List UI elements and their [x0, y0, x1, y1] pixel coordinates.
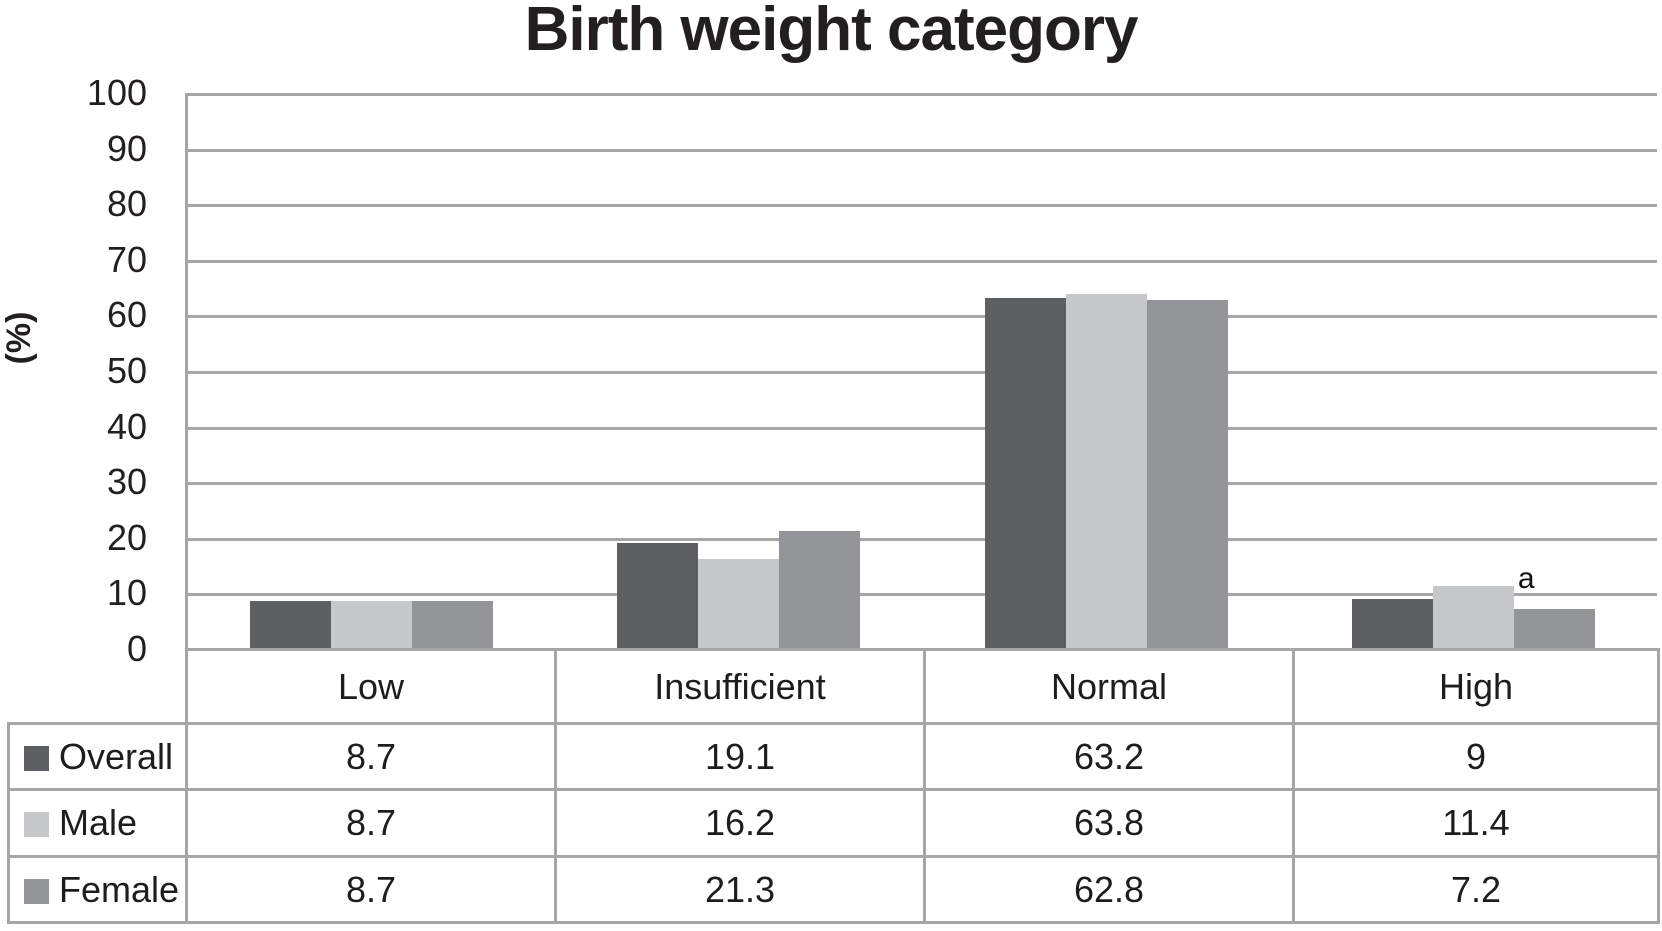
bar-overall-normal — [984, 297, 1066, 649]
y-tick-label-80: 80 — [106, 183, 147, 225]
chart-title: Birth weight category — [524, 0, 1139, 64]
gridline-20 — [188, 537, 1657, 541]
bar-female-low — [412, 600, 494, 649]
y-tick-label-40: 40 — [106, 405, 147, 447]
value-female-normal: 62.8 — [923, 855, 1295, 924]
bar-overall-insufficient — [617, 542, 699, 649]
y-tick-label-30: 30 — [106, 461, 147, 503]
value-male-high: 11.4 — [1292, 788, 1660, 858]
value-male-low: 8.7 — [185, 788, 557, 858]
value-female-high: 7.2 — [1292, 855, 1660, 924]
category-header-low: Low — [185, 648, 557, 725]
legend-cell-female: Female — [7, 855, 188, 924]
bar-overall-low — [250, 600, 332, 649]
gridline-90 — [188, 148, 1657, 152]
value-male-insufficient: 16.2 — [554, 788, 926, 858]
bar-male-high — [1432, 585, 1514, 649]
series-row-male: Male 8.7 16.2 63.8 11.4 — [7, 788, 1660, 858]
value-overall-low: 8.7 — [185, 722, 557, 791]
bar-female-insufficient — [779, 530, 861, 649]
plot-area: a — [185, 93, 1657, 649]
significance-marker-male-high: a — [1517, 561, 1535, 595]
gridline-80 — [188, 204, 1657, 208]
bar-female-high — [1513, 608, 1595, 649]
series-row-overall: Overall 8.7 19.1 63.2 9 — [7, 722, 1660, 791]
legend-swatch-female — [24, 878, 49, 904]
category-header-row: Low Insufficient Normal High — [9, 648, 1660, 725]
gridline-10 — [188, 593, 1657, 597]
legend-label-overall: Overall — [59, 735, 174, 777]
legend-cell-male: Male — [7, 788, 188, 858]
bar-male-normal — [1065, 294, 1147, 649]
legend-label-male: Male — [59, 802, 138, 843]
category-header-high: High — [1292, 648, 1660, 725]
bar-overall-high — [1351, 598, 1433, 649]
value-overall-normal: 63.2 — [923, 722, 1295, 791]
y-tick-label-70: 70 — [106, 238, 147, 280]
gridline-40 — [188, 426, 1657, 430]
y-tick-label-90: 90 — [106, 127, 147, 169]
table-corner-spacer — [9, 650, 187, 724]
category-header-normal: Normal — [923, 648, 1295, 725]
value-female-low: 8.7 — [185, 855, 557, 924]
y-tick-label-10: 10 — [106, 572, 147, 614]
legend-cell-overall: Overall — [7, 722, 188, 791]
gridline-70 — [188, 259, 1657, 263]
value-male-normal: 63.8 — [923, 788, 1295, 858]
bar-male-low — [331, 600, 413, 649]
y-tick-label-60: 60 — [106, 294, 147, 336]
gridline-30 — [188, 482, 1657, 486]
y-tick-label-100: 100 — [86, 72, 147, 113]
legend-swatch-male — [24, 812, 49, 837]
value-overall-high: 9 — [1292, 722, 1660, 791]
gridline-60 — [188, 315, 1657, 319]
y-tick-label-0: 0 — [126, 628, 147, 669]
value-female-insufficient: 21.3 — [554, 855, 926, 924]
series-row-female: Female 8.7 21.3 62.8 7.2 — [7, 855, 1660, 924]
legend-swatch-overall — [24, 745, 49, 771]
gridline-100 — [188, 93, 1657, 96]
y-tick-label-50: 50 — [106, 350, 147, 391]
bar-female-normal — [1146, 299, 1228, 649]
y-tick-label-20: 20 — [106, 516, 147, 558]
value-overall-insufficient: 19.1 — [554, 722, 926, 791]
category-header-insufficient: Insufficient — [554, 648, 926, 725]
data-table: Low Insufficient Normal High Overall 8.7 19.1 6… — [7, 648, 1660, 924]
legend-label-female: Female — [59, 868, 180, 910]
gridline-50 — [188, 371, 1657, 374]
y-axis-label: (%) — [0, 311, 38, 365]
bar-male-insufficient — [698, 558, 780, 649]
